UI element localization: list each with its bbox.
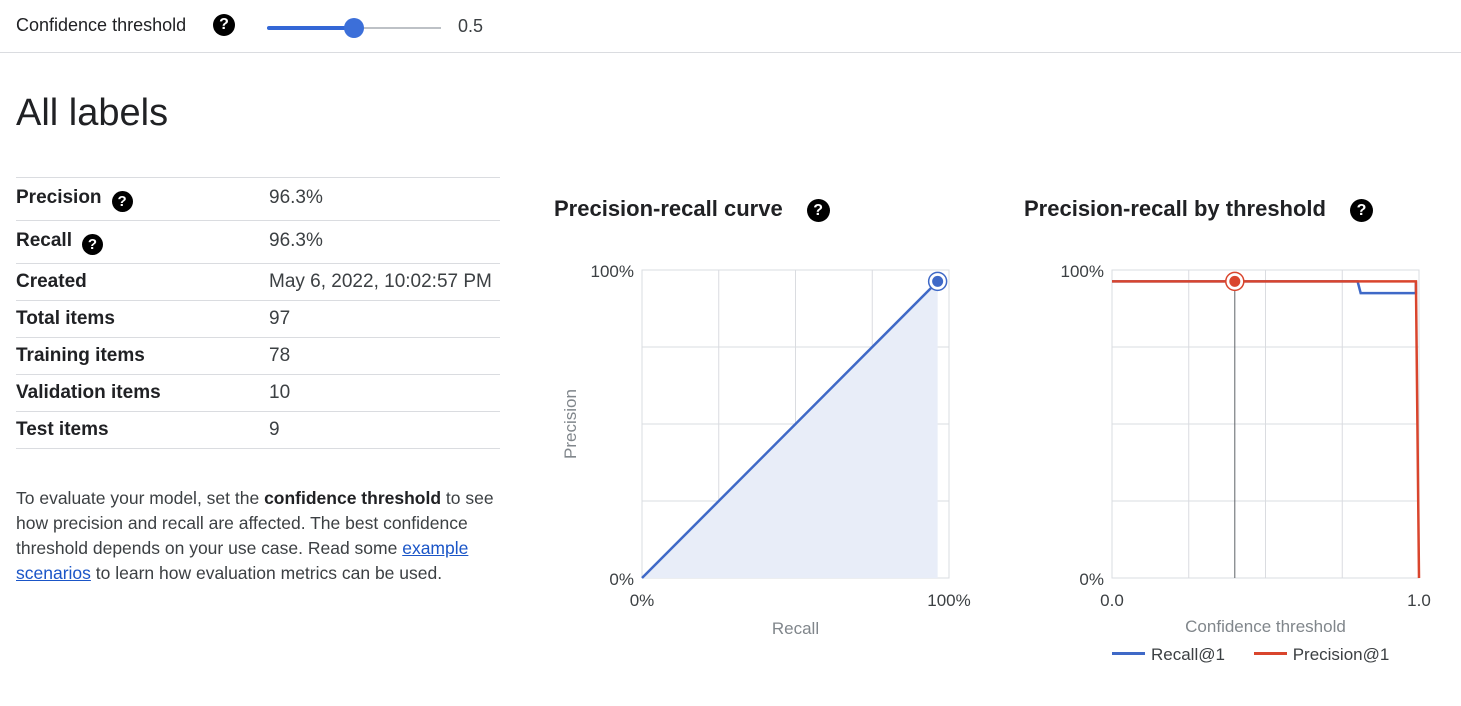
metrics-table: Precision? 96.3% Recall? 96.3% Created M… <box>16 177 500 449</box>
precision-legend-swatch <box>1253 652 1287 655</box>
x-tick-label: 0% <box>630 591 655 610</box>
pr-threshold-title: Precision-recall by threshold? <box>1024 196 1373 222</box>
recall-legend-swatch <box>1112 652 1145 655</box>
help-icon[interactable]: ? <box>111 190 133 212</box>
metric-label: Test items <box>16 411 269 449</box>
y-tick-label: 100% <box>591 262 634 281</box>
x-tick-label: 0.0 <box>1100 591 1124 610</box>
help-icon[interactable]: ? <box>1349 199 1373 222</box>
page-title: All labels <box>16 92 169 134</box>
evaluation-description: To evaluate your model, set the confiden… <box>16 488 494 583</box>
metric-row-recall: Recall? 96.3% <box>16 220 500 264</box>
example-scenarios-link[interactable]: example scenarios <box>16 538 469 583</box>
precision-recall-curve-chart: 100% 0% 0% 100% Recall Precision <box>561 262 971 638</box>
recall-line <box>1112 280 1418 295</box>
x-axis-label: Confidence threshold <box>1185 617 1346 636</box>
y-tick-label: 0% <box>609 570 634 589</box>
x-tick-label: 1.0 <box>1407 591 1431 610</box>
current-point <box>932 275 944 287</box>
confidence-threshold-label: Confidence threshold <box>16 15 187 35</box>
y-tick-label: 0% <box>1079 570 1104 589</box>
metric-value: 97 <box>269 300 500 338</box>
metric-label: Validation items <box>16 374 269 412</box>
metric-value: 10 <box>269 374 500 412</box>
metric-label: Precision <box>16 186 102 208</box>
slider-thumb[interactable] <box>344 18 364 38</box>
y-tick-label: 100% <box>1061 262 1104 281</box>
pr-curve-title: Precision-recall curve? <box>554 196 830 222</box>
metric-value: 9 <box>269 411 500 449</box>
legend-item-precision: Precision@1 <box>1253 645 1389 665</box>
metric-value: 96.3% <box>269 220 500 264</box>
confidence-threshold-slider[interactable] <box>267 18 441 38</box>
metric-label: Recall <box>16 229 72 251</box>
metric-label: Total items <box>16 300 269 338</box>
metric-row-validation-items: Validation items 10 <box>16 374 500 412</box>
help-icon[interactable]: ? <box>81 233 103 255</box>
help-icon[interactable]: ? <box>806 199 830 222</box>
precision-line <box>1112 280 1421 579</box>
metric-row-training-items: Training items 78 <box>16 337 500 375</box>
x-tick-label: 100% <box>927 591 970 610</box>
pr-curve-line <box>641 280 939 579</box>
plot-frame <box>1111 269 1420 579</box>
metric-value: May 6, 2022, 10:02:57 PM <box>269 263 500 301</box>
metric-row-total-items: Total items 97 <box>16 300 500 338</box>
chart-legend: Recall@1 Precision@1 <box>1112 645 1413 665</box>
metric-row-created: Created May 6, 2022, 10:02:57 PM <box>16 263 500 301</box>
threshold-point <box>1229 275 1241 287</box>
legend-item-recall: Recall@1 <box>1112 645 1225 665</box>
metric-label: Created <box>16 263 269 301</box>
confidence-threshold-bar: Confidence threshold ? 0.5 <box>0 0 1461 53</box>
y-axis-label: Precision <box>561 389 580 459</box>
metric-row-test-items: Test items 9 <box>16 411 500 449</box>
metric-value: 96.3% <box>269 177 500 221</box>
precision-recall-by-threshold-chart: 100% 0% 0.0 1.0 Confidence threshold <box>1061 262 1431 636</box>
slider-fill <box>267 26 354 30</box>
metric-row-precision: Precision? 96.3% <box>16 177 500 221</box>
help-icon[interactable]: ? <box>213 14 235 36</box>
x-axis-label: Recall <box>772 619 819 638</box>
metric-value: 78 <box>269 337 500 375</box>
metric-label: Training items <box>16 337 269 375</box>
confidence-threshold-value: 0.5 <box>458 16 484 36</box>
